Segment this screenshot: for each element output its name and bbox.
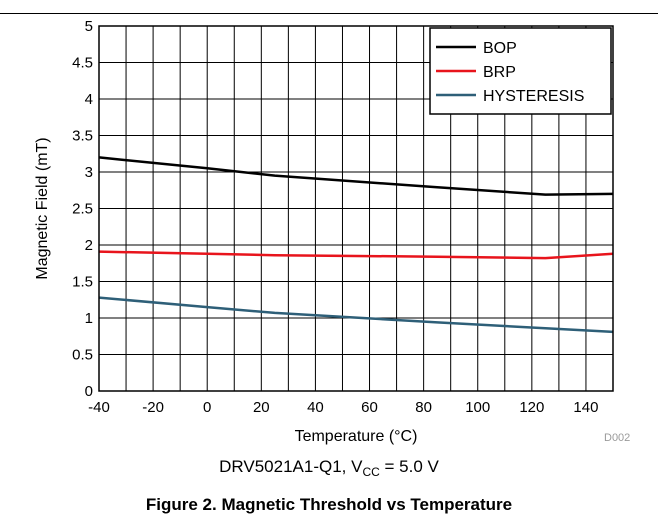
y-tick-label: 4.5 bbox=[72, 55, 93, 72]
y-tick-label: 1.5 bbox=[72, 274, 93, 291]
y-tick-label: 3 bbox=[85, 164, 93, 181]
legend-label: BOP bbox=[483, 40, 517, 57]
legend: BOP BRP HYSTERESIS bbox=[429, 27, 612, 115]
y-tick-label: 0 bbox=[85, 383, 93, 400]
x-tick-label: 120 bbox=[519, 399, 544, 416]
x-tick-label: 20 bbox=[253, 399, 270, 416]
y-tick-label: 0.5 bbox=[72, 347, 93, 364]
x-axis-ticks: -40 -20 0 20 40 60 80 100 120 140 bbox=[88, 399, 598, 416]
conditions-subscript: CC bbox=[362, 465, 380, 479]
y-tick-label: 1 bbox=[85, 310, 93, 327]
y-tick-label: 2.5 bbox=[72, 201, 93, 218]
x-tick-label: 60 bbox=[361, 399, 378, 416]
source-id: D002 bbox=[604, 432, 631, 444]
figure-caption: Figure 2. Magnetic Threshold vs Temperat… bbox=[145, 495, 513, 514]
y-axis-title: Magnetic Field (mT) bbox=[34, 137, 51, 279]
conditions-prefix: DRV5021A1-Q1, V bbox=[219, 457, 363, 476]
series-lines bbox=[98, 156, 614, 334]
legend-label: BRP bbox=[483, 64, 516, 81]
x-tick-label: -40 bbox=[88, 399, 110, 416]
x-tick-label: -20 bbox=[142, 399, 164, 416]
legend-label: HYSTERESIS bbox=[483, 88, 584, 105]
y-tick-label: 3.5 bbox=[72, 128, 93, 145]
x-axis-title: Temperature (°C) bbox=[295, 428, 418, 445]
plot-frame bbox=[98, 25, 614, 392]
x-tick-label: 140 bbox=[573, 399, 598, 416]
conditions-caption: DRV5021A1-Q1, VCC = 5.0 V bbox=[0, 456, 658, 483]
x-tick-label: 100 bbox=[465, 399, 490, 416]
x-tick-label: 80 bbox=[415, 399, 432, 416]
top-rule bbox=[0, 13, 658, 14]
series-line-brp bbox=[98, 250, 614, 260]
y-tick-label: 2 bbox=[85, 237, 93, 254]
x-tick-label: 40 bbox=[307, 399, 324, 416]
y-axis-ticks: 0 0.5 1 1.5 2 2.5 3 3.5 4 4.5 5 bbox=[72, 18, 93, 400]
conditions-suffix: = 5.0 V bbox=[379, 457, 439, 476]
y-tick-label: 5 bbox=[85, 18, 93, 35]
x-tick-label: 0 bbox=[203, 399, 211, 416]
y-tick-label: 4 bbox=[85, 91, 93, 108]
series-line-hysteresis bbox=[98, 296, 614, 334]
series-line-bop bbox=[98, 156, 614, 196]
